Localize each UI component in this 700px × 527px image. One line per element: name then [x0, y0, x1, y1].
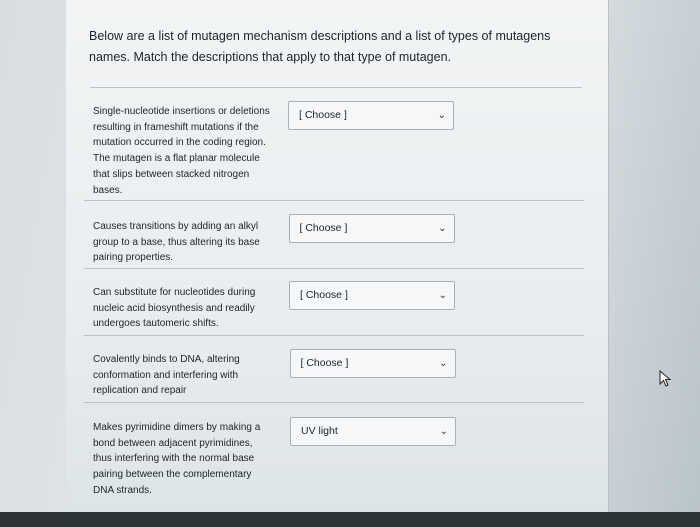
description-line: DNA strands.	[93, 484, 152, 496]
description-line: conformation and interfering with	[93, 369, 239, 381]
description-line: Can substitute for nucleotides during	[93, 287, 256, 298]
divider	[90, 87, 582, 88]
divider	[84, 200, 584, 201]
divider	[84, 335, 584, 336]
description-line: replication and repair	[93, 385, 187, 397]
description-line: pairing properties.	[93, 252, 174, 264]
mutagen-description: Causes transitions by adding an alkyl gro…	[93, 219, 260, 266]
description-line: thus interfering with the normal base	[93, 453, 255, 465]
instructions-line: Below are a list of mutagen mechanism de…	[89, 29, 551, 43]
divider	[84, 268, 584, 269]
description-line: mutation occurred in the coding region.	[93, 137, 266, 149]
mutagen-description: Makes pyrimidine dimers by making a bond …	[93, 420, 260, 499]
mutagen-type-select[interactable]: [ Choose ] ⌄	[288, 101, 454, 130]
description-line: bases.	[93, 184, 123, 196]
description-line: pairing between the complementary	[93, 469, 252, 481]
mutagen-type-select[interactable]: UV light ⌄	[290, 417, 456, 446]
description-line: Makes pyrimidine dimers by making a	[93, 422, 261, 433]
chevron-down-icon: ⌄	[437, 110, 446, 121]
screen-bezel	[0, 512, 700, 527]
description-line: undergoes tautomeric shifts.	[93, 318, 219, 330]
mutagen-description: Can substitute for nucleotides during nuc…	[93, 285, 255, 332]
question-instructions: Below are a list of mutagen mechanism de…	[89, 26, 550, 68]
instructions-line: names. Match the descriptions that apply…	[89, 50, 452, 64]
description-line: group to a base, thus altering its base	[93, 236, 260, 248]
selected-value: [ Choose ]	[299, 222, 348, 234]
mutagen-description: Covalently binds to DNA, altering conform…	[93, 352, 240, 399]
mutagen-description: Single-nucleotide insertions or deletion…	[93, 104, 270, 198]
chevron-down-icon: ⌄	[438, 223, 447, 234]
chevron-down-icon: ⌄	[439, 426, 448, 437]
description-line: nucleic acid biosynthesis and readily	[93, 302, 255, 314]
selected-value: [ Choose ]	[300, 289, 348, 301]
mutagen-type-select[interactable]: [ Choose ] ⌄	[289, 281, 455, 310]
description-line: The mutagen is a flat planar molecule	[93, 153, 260, 165]
chevron-down-icon: ⌄	[438, 290, 447, 301]
selected-value: [ Choose ]	[299, 109, 347, 121]
mutagen-type-select[interactable]: [ Choose ] ⌄	[289, 349, 456, 378]
description-line: Single-nucleotide insertions or deletion…	[93, 106, 270, 117]
chevron-down-icon: ⌄	[439, 358, 448, 369]
description-line: that slips between stacked nitrogen	[93, 168, 250, 180]
mutagen-type-select[interactable]: [ Choose ] ⌄	[288, 214, 455, 243]
mouse-pointer-icon	[659, 370, 672, 387]
selected-value: UV light	[301, 425, 338, 437]
description-line: bond between adjacent pyrimidines,	[93, 437, 253, 449]
description-line: Causes transitions by adding an alkyl	[93, 221, 259, 232]
description-line: resulting in frameshift mutations if the	[93, 121, 259, 133]
description-line: Covalently binds to DNA, altering	[93, 354, 240, 365]
divider	[84, 402, 584, 403]
selected-value: [ Choose ]	[300, 357, 349, 369]
